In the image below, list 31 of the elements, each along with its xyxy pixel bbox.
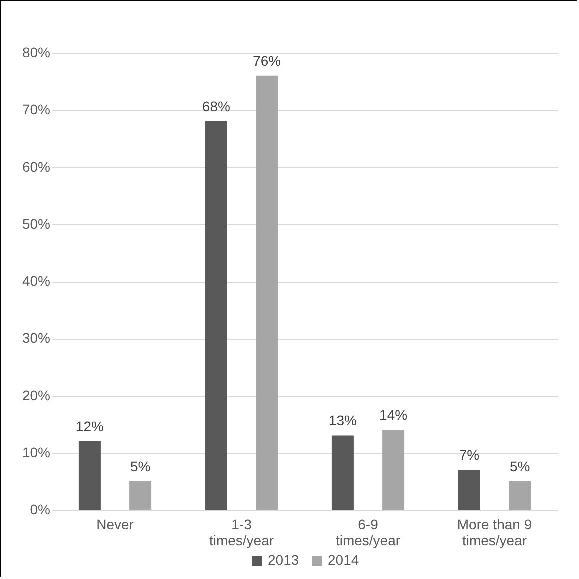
- bar: [382, 430, 405, 510]
- x-tick-label: More than 9 times/year: [457, 516, 532, 548]
- bar: [256, 76, 278, 510]
- y-tick-label: 50%: [22, 216, 50, 232]
- y-tick-label: 70%: [22, 102, 50, 118]
- y-tick-label: 60%: [22, 158, 50, 175]
- x-tick-label: 6-9 times/year: [336, 516, 401, 548]
- y-tick-label: 30%: [22, 330, 50, 346]
- data-label: 68%: [202, 98, 230, 115]
- data-label: 7%: [459, 447, 480, 464]
- data-label: 13%: [328, 412, 357, 429]
- bar: [130, 481, 152, 510]
- legend-label: 2013: [268, 552, 300, 568]
- y-tick-label: 10%: [22, 444, 50, 460]
- bar: [509, 481, 532, 510]
- data-label: 5%: [130, 458, 151, 474]
- data-label: 76%: [253, 52, 282, 69]
- y-tick-label: 40%: [22, 273, 50, 289]
- y-tick-label: 20%: [22, 387, 50, 404]
- bar: [458, 470, 480, 510]
- bar: [205, 122, 228, 510]
- x-tick-label: 1-3 times/year: [209, 516, 274, 548]
- x-tick-label: Never: [96, 516, 134, 532]
- data-label: 5%: [510, 458, 530, 474]
- bar: [78, 441, 101, 510]
- legend-label: 2014: [328, 552, 360, 568]
- y-tick-label: 0%: [30, 502, 50, 518]
- y-tick-label: 80%: [22, 44, 50, 60]
- bar: [332, 436, 354, 510]
- data-label: 14%: [380, 407, 408, 424]
- data-label: 12%: [76, 418, 104, 434]
